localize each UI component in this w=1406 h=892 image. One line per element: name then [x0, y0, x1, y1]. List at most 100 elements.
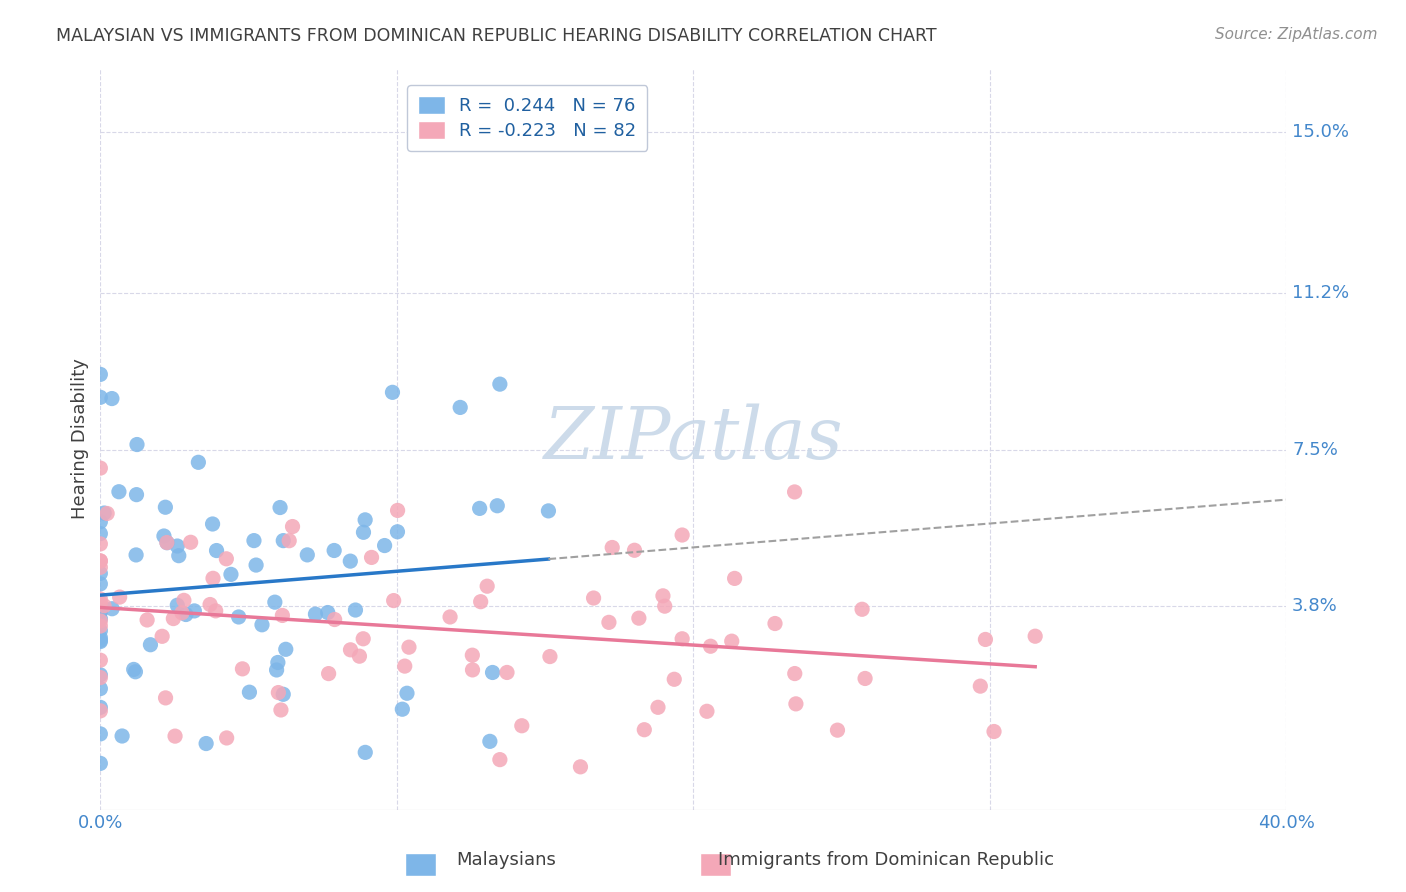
Point: [156, 535, 179, 549]
Point: [89, 566, 111, 581]
Point: [231, 662, 253, 676]
Point: [470, 595, 492, 609]
Point: [173, 593, 195, 607]
Point: [108, 590, 131, 604]
Point: [318, 666, 340, 681]
Point: [671, 632, 693, 646]
Point: [89, 390, 111, 404]
Point: [150, 629, 173, 643]
Point: [153, 529, 176, 543]
Point: [155, 500, 177, 515]
Point: [654, 599, 676, 614]
Point: [274, 642, 297, 657]
Point: [89, 704, 111, 718]
Point: [238, 685, 260, 699]
Point: [339, 642, 361, 657]
Point: [633, 723, 655, 737]
Point: [783, 484, 806, 499]
Point: [723, 571, 745, 585]
Point: [266, 663, 288, 677]
Point: [108, 484, 131, 499]
Point: [267, 685, 290, 699]
Point: [395, 686, 418, 700]
Point: [89, 619, 111, 633]
Point: [204, 604, 226, 618]
Point: [156, 535, 179, 549]
Point: [652, 589, 675, 603]
Point: [271, 687, 294, 701]
Point: [89, 756, 111, 771]
Point: [510, 719, 533, 733]
Point: [271, 533, 294, 548]
Point: [101, 601, 124, 615]
Point: [89, 633, 111, 648]
Point: [155, 690, 177, 705]
Point: [89, 526, 111, 541]
Point: [89, 554, 111, 568]
Point: [201, 516, 224, 531]
Point: [353, 525, 375, 540]
Point: [89, 605, 111, 619]
Point: [125, 437, 148, 451]
Point: [696, 704, 718, 718]
Point: [354, 745, 377, 759]
Point: [125, 548, 148, 562]
Point: [394, 659, 416, 673]
Point: [387, 503, 409, 517]
Point: [316, 606, 339, 620]
Point: [89, 554, 111, 568]
Point: [269, 500, 291, 515]
Point: [827, 723, 849, 738]
Point: [89, 596, 111, 610]
Point: [598, 615, 620, 630]
Point: [671, 528, 693, 542]
Point: [166, 599, 188, 613]
Point: [167, 549, 190, 563]
Point: [89, 537, 111, 551]
Point: [582, 591, 605, 605]
Point: [352, 632, 374, 646]
Text: Malaysians: Malaysians: [456, 851, 557, 869]
Point: [983, 724, 1005, 739]
Point: [851, 602, 873, 616]
Text: 7.5%: 7.5%: [1292, 441, 1339, 458]
Point: [323, 543, 346, 558]
Point: [89, 515, 111, 529]
Point: [243, 533, 266, 548]
Point: [89, 592, 111, 607]
Point: [89, 668, 111, 682]
Point: [219, 567, 242, 582]
Point: [489, 753, 512, 767]
Point: [600, 541, 623, 555]
Text: ZIPatlas: ZIPatlas: [544, 404, 844, 475]
Point: [360, 550, 382, 565]
Point: [96, 507, 118, 521]
Point: [281, 519, 304, 533]
Point: [170, 606, 193, 620]
Legend: R =  0.244   N = 76, R = -0.223   N = 82: R = 0.244 N = 76, R = -0.223 N = 82: [408, 85, 647, 151]
Point: [468, 501, 491, 516]
Point: [974, 632, 997, 647]
Point: [89, 368, 111, 382]
Point: [139, 638, 162, 652]
Point: [323, 613, 346, 627]
Point: [461, 663, 484, 677]
Point: [486, 499, 509, 513]
Point: [165, 729, 187, 743]
Point: [263, 595, 285, 609]
Point: [271, 608, 294, 623]
Point: [538, 649, 561, 664]
Point: [89, 631, 111, 645]
Point: [89, 671, 111, 685]
Point: [174, 607, 197, 622]
Point: [93, 599, 115, 613]
Point: [267, 656, 290, 670]
Text: Source: ZipAtlas.com: Source: ZipAtlas.com: [1215, 27, 1378, 42]
Text: 11.2%: 11.2%: [1292, 284, 1350, 302]
Point: [304, 607, 326, 622]
Point: [449, 401, 471, 415]
Point: [122, 662, 145, 676]
Point: [344, 603, 367, 617]
Point: [763, 616, 786, 631]
Point: [569, 760, 592, 774]
